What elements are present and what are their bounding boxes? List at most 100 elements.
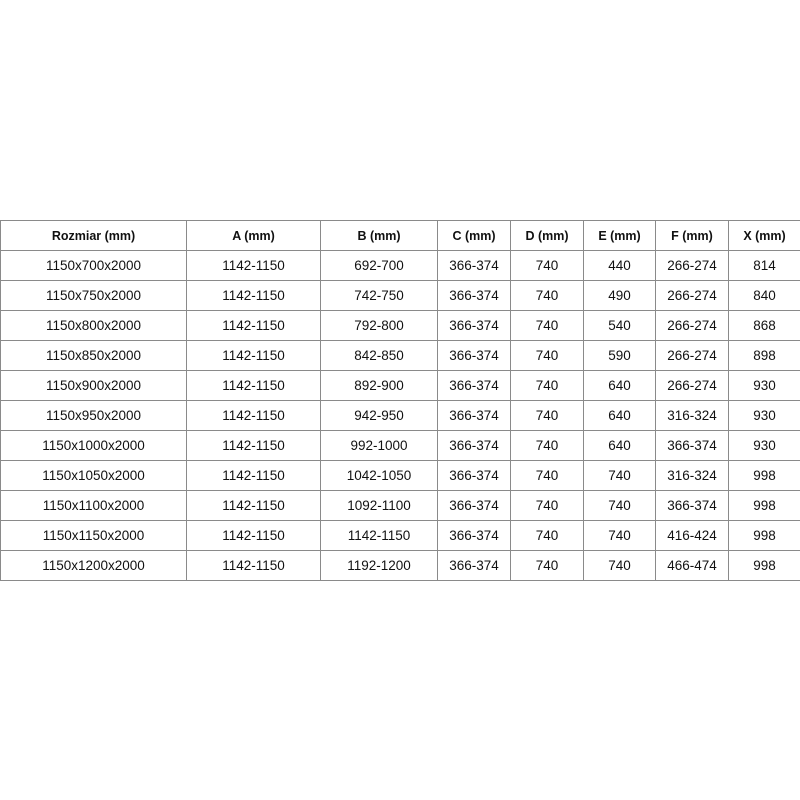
table-cell: 692-700: [320, 250, 438, 281]
table-cell: 740: [583, 520, 656, 551]
table-cell: 266-274: [655, 340, 729, 371]
table-row: 1150x1050x2000 1142-1150 1042-1050 366-374 7…: [0, 460, 800, 491]
table-row: 1150x1000x2000 1142-1150 992-1000 366-374 74…: [0, 430, 800, 461]
table-cell: 366-374: [437, 280, 511, 311]
table-cell: 930: [728, 400, 800, 431]
table-cell: 366-374: [437, 370, 511, 401]
table-cell: 930: [728, 370, 800, 401]
table-cell: 490: [583, 280, 656, 311]
table-cell: 1142-1150: [186, 340, 321, 371]
table-cell: 416-424: [655, 520, 729, 551]
table-cell: 1150x1050x2000: [0, 460, 187, 491]
table-cell: 740: [583, 550, 656, 581]
table-cell: 266-274: [655, 310, 729, 341]
table-cell: 740: [510, 550, 584, 581]
table-row: 1150x1200x2000 1142-1150 1192-1200 366-374 7…: [0, 550, 800, 581]
dimensions-table: Rozmiar (mm) A (mm) B (mm) C (mm) D (mm) E (m…: [0, 220, 800, 581]
table-cell: 740: [510, 280, 584, 311]
table-cell: 1092-1100: [320, 490, 438, 521]
table-cell: 1150x800x2000: [0, 310, 187, 341]
table-cell: 1150x1000x2000: [0, 430, 187, 461]
table-cell: 740: [510, 520, 584, 551]
table-cell: 1150x1200x2000: [0, 550, 187, 581]
table-cell: 466-474: [655, 550, 729, 581]
table-cell: 1142-1150: [186, 490, 321, 521]
table-cell: 740: [583, 490, 656, 521]
table-cell: 266-274: [655, 280, 729, 311]
table-cell: 740: [510, 340, 584, 371]
column-header: B (mm): [320, 220, 438, 251]
table-cell: 1150x900x2000: [0, 370, 187, 401]
table-cell: 740: [510, 460, 584, 491]
table-cell: 1142-1150: [186, 520, 321, 551]
table-cell: 1150x700x2000: [0, 250, 187, 281]
table-cell: 640: [583, 370, 656, 401]
table-cell: 1150x1150x2000: [0, 520, 187, 551]
table-cell: 992-1000: [320, 430, 438, 461]
table-cell: 942-950: [320, 400, 438, 431]
table-cell: 540: [583, 310, 656, 341]
table-cell: 892-900: [320, 370, 438, 401]
table-cell: 1150x850x2000: [0, 340, 187, 371]
table-cell: 590: [583, 340, 656, 371]
table-cell: 1142-1150: [186, 370, 321, 401]
table-cell: 842-850: [320, 340, 438, 371]
table-cell: 366-374: [655, 490, 729, 521]
table-cell: 1042-1050: [320, 460, 438, 491]
table-cell: 640: [583, 430, 656, 461]
table-cell: 366-374: [437, 490, 511, 521]
table-cell: 366-374: [437, 550, 511, 581]
table-cell: 868: [728, 310, 800, 341]
table-cell: 898: [728, 340, 800, 371]
table-cell: 740: [510, 430, 584, 461]
table-cell: 740: [510, 250, 584, 281]
table-cell: 998: [728, 520, 800, 551]
table-cell: 930: [728, 430, 800, 461]
column-header: A (mm): [186, 220, 321, 251]
table-cell: 366-374: [437, 250, 511, 281]
table-cell: 266-274: [655, 370, 729, 401]
table-cell: 366-374: [437, 520, 511, 551]
table-cell: 266-274: [655, 250, 729, 281]
column-header: D (mm): [510, 220, 584, 251]
table-row: 1150x750x2000 1142-1150 742-750 366-374 740 4…: [0, 280, 800, 311]
table-cell: 1150x750x2000: [0, 280, 187, 311]
table-cell: 440: [583, 250, 656, 281]
table-cell: 998: [728, 490, 800, 521]
table-cell: 316-324: [655, 460, 729, 491]
table-cell: 366-374: [437, 310, 511, 341]
table-cell: 1150x950x2000: [0, 400, 187, 431]
table-cell: 740: [510, 370, 584, 401]
column-header: C (mm): [437, 220, 511, 251]
table-row: 1150x850x2000 1142-1150 842-850 366-374 740 5…: [0, 340, 800, 371]
table-cell: 640: [583, 400, 656, 431]
table-row: 1150x900x2000 1142-1150 892-900 366-374 740 6…: [0, 370, 800, 401]
table-row: 1150x800x2000 1142-1150 792-800 366-374 740 5…: [0, 310, 800, 341]
table-cell: 1142-1150: [186, 460, 321, 491]
table-cell: 1142-1150: [186, 550, 321, 581]
table-row: 1150x700x2000 1142-1150 692-700 366-374 740 4…: [0, 250, 800, 281]
table-cell: 1192-1200: [320, 550, 438, 581]
table-cell: 1142-1150: [186, 280, 321, 311]
table-cell: 740: [510, 310, 584, 341]
table-cell: 366-374: [437, 460, 511, 491]
table-row: 1150x1100x2000 1142-1150 1092-1100 366-374 7…: [0, 490, 800, 521]
table-cell: 998: [728, 550, 800, 581]
table-cell: 998: [728, 460, 800, 491]
table-cell: 1142-1150: [186, 430, 321, 461]
table-cell: 316-324: [655, 400, 729, 431]
table-row: 1150x950x2000 1142-1150 942-950 366-374 740 6…: [0, 400, 800, 431]
table-cell: 792-800: [320, 310, 438, 341]
table-cell: 740: [510, 400, 584, 431]
table-cell: 740: [510, 490, 584, 521]
column-header: X (mm): [728, 220, 800, 251]
table-cell: 366-374: [437, 430, 511, 461]
table-cell: 1150x1100x2000: [0, 490, 187, 521]
table-cell: 814: [728, 250, 800, 281]
table-cell: 366-374: [437, 400, 511, 431]
header-row: Rozmiar (mm) A (mm) B (mm) C (mm) D (mm) E (m…: [0, 220, 800, 251]
table-cell: 1142-1150: [186, 250, 321, 281]
table-cell: 366-374: [437, 340, 511, 371]
table-row: 1150x1150x2000 1142-1150 1142-1150 366-374 7…: [0, 520, 800, 551]
column-header: F (mm): [655, 220, 729, 251]
